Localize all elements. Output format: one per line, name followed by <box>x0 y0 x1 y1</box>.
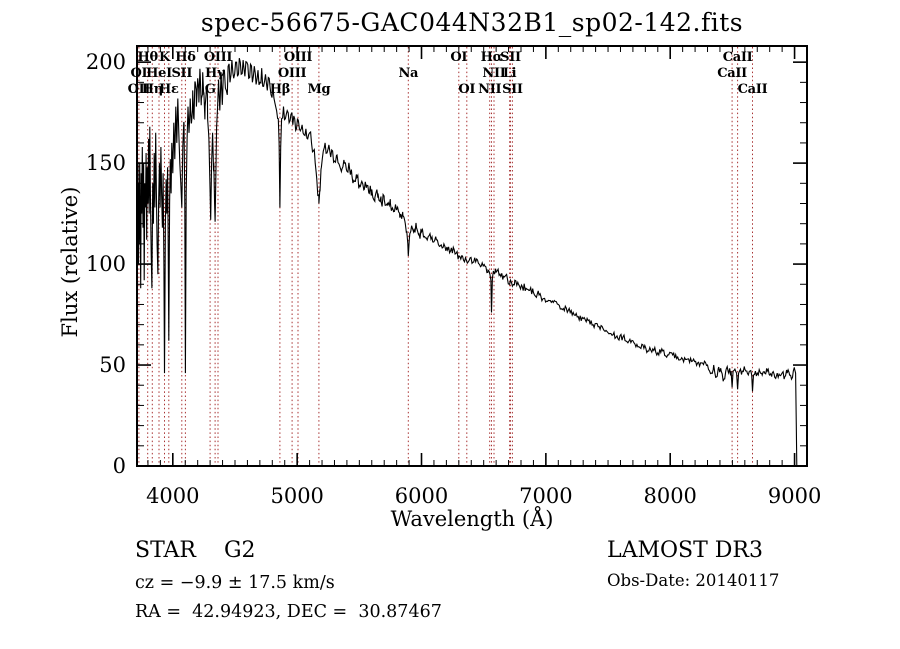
x-tick-labels: 4000 5000 6000 7000 8000 9000 <box>146 484 821 508</box>
x-tick-label: 6000 <box>395 484 448 508</box>
y-tick-label: 200 <box>86 50 126 74</box>
spectral-line-label: CaII <box>717 66 747 81</box>
x-tick-label: 7000 <box>519 484 572 508</box>
x-tick-label: 9000 <box>768 484 821 508</box>
y-tick-label: 100 <box>86 252 126 276</box>
y-tick-labels: 0 50 100 150 200 <box>86 50 126 478</box>
spectral-line-label: OIII <box>204 50 233 65</box>
page-title: spec-56675-GAC044N32B1_sp02-142.fits <box>200 8 744 37</box>
plot-border <box>136 45 808 467</box>
spectral-line-label: Hη <box>142 82 163 97</box>
spectral-line-label: SII <box>500 50 521 65</box>
cz-velocity-label: cz = −9.9 ± 17.5 km/s <box>135 573 335 593</box>
spectral-line-label: Li <box>503 66 517 81</box>
spectral-line-label: Hβ <box>270 82 290 97</box>
spectral-line-label: OIII <box>278 66 307 81</box>
spectral-line-label: Hθ <box>138 50 159 65</box>
spectral-line-label: Hδ <box>175 50 196 65</box>
spectral-line-label: SII <box>502 82 523 97</box>
spectral-line-label: Hε <box>159 82 179 97</box>
spectral-line-label: CaII <box>723 50 753 65</box>
spectral-line-label: OIII <box>284 50 313 65</box>
spectral-line-label: G <box>205 82 216 97</box>
ra-dec-label: RA = 42.94923, DEC = 30.87467 <box>135 602 442 622</box>
spectral-line-label: HeI <box>146 66 172 81</box>
spectral-line-label: Hα <box>481 50 503 65</box>
axis-ticks <box>137 46 807 467</box>
x-tick-label: 8000 <box>643 484 696 508</box>
wavelength-axis-title: Wavelength (Å) <box>390 507 554 531</box>
obs-date-label: Obs-Date: 20140117 <box>607 571 780 590</box>
survey-release-label: LAMOST DR3 <box>607 538 763 563</box>
spectral-line-label: OI <box>130 66 147 81</box>
spectral-line-label: Mg <box>307 82 330 97</box>
y-tick-label: 0 <box>113 454 126 478</box>
x-tick-label: 5000 <box>270 484 323 508</box>
reference-lines <box>138 47 753 465</box>
spectral-line-label: Na <box>398 66 419 81</box>
spectral-line-label: OII <box>128 82 151 97</box>
spectral-line-label: OI <box>450 50 467 65</box>
object-class-label: STAR G2 <box>135 538 256 563</box>
spectral-line-label: SII <box>171 66 192 81</box>
flux-axis-title: Flux (relative) <box>58 186 82 338</box>
spectral-line-label: CaII <box>738 82 768 97</box>
y-tick-label: 150 <box>86 151 126 175</box>
spectral-line-label: NII <box>478 82 501 97</box>
x-tick-label: 4000 <box>146 484 199 508</box>
spectral-line-label: K <box>159 50 171 65</box>
spectrum-path <box>137 57 798 466</box>
spectral-line-label: Hγ <box>205 66 226 81</box>
y-tick-label: 50 <box>99 353 126 377</box>
spectral-line-label: NII <box>482 66 505 81</box>
spectral-line-label: OI <box>458 82 475 97</box>
